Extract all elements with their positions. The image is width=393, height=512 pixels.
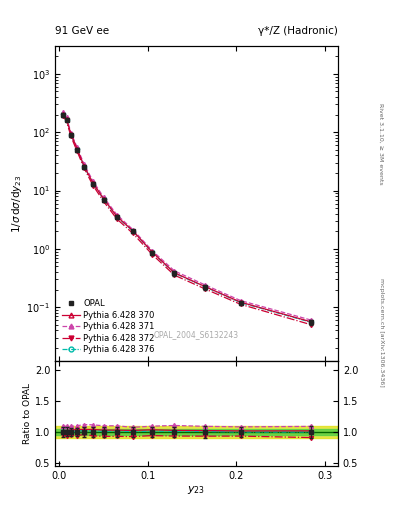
- Text: Rivet 3.1.10, ≥ 3M events: Rivet 3.1.10, ≥ 3M events: [379, 102, 384, 184]
- Bar: [55, 426, 338, 438]
- Text: mcplots.cern.ch [arXiv:1306.3436]: mcplots.cern.ch [arXiv:1306.3436]: [379, 279, 384, 387]
- Bar: [55, 429, 338, 435]
- Text: 91 GeV ee: 91 GeV ee: [55, 26, 109, 36]
- Text: OPAL_2004_S6132243: OPAL_2004_S6132243: [154, 330, 239, 339]
- Y-axis label: $1/\sigma\,\mathrm{d}\sigma/\mathrm{d}y_{23}$: $1/\sigma\,\mathrm{d}\sigma/\mathrm{d}y_…: [9, 174, 24, 233]
- X-axis label: $y_{23}$: $y_{23}$: [187, 483, 206, 496]
- Y-axis label: Ratio to OPAL: Ratio to OPAL: [23, 383, 32, 444]
- Legend: OPAL, Pythia 6.428 370, Pythia 6.428 371, Pythia 6.428 372, Pythia 6.428 376: OPAL, Pythia 6.428 370, Pythia 6.428 371…: [59, 297, 157, 357]
- Text: γ*/Z (Hadronic): γ*/Z (Hadronic): [258, 26, 338, 36]
